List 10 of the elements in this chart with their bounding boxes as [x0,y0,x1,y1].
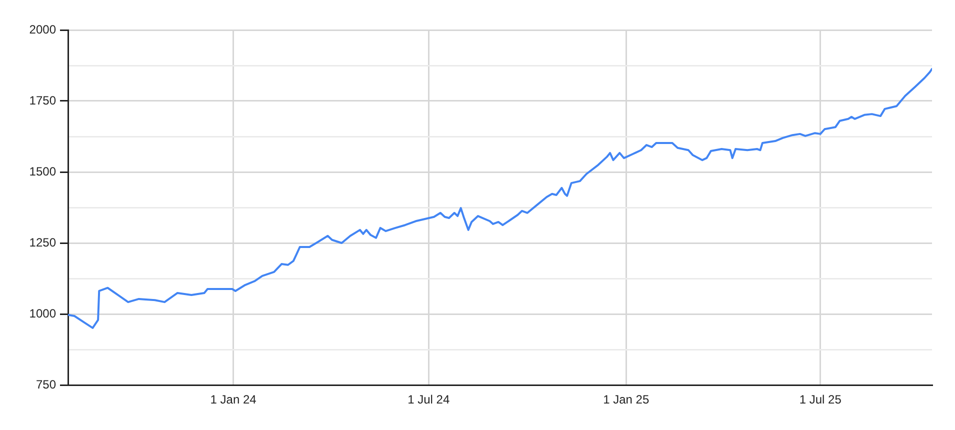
y-tick-label: 1250 [29,235,56,250]
y-tick-label: 2000 [29,22,56,36]
x-tick-label: 1 Jul 24 [408,392,450,407]
x-tick-label: 1 Jan 25 [603,392,650,407]
x-tick-label: 1 Jan 24 [210,392,257,407]
y-tick-label: 1000 [29,306,56,320]
y-tick-label: 1750 [29,93,56,108]
x-tick-label: 1 Jul 25 [799,392,842,407]
y-tick-label: 1500 [29,164,56,178]
y-tick-label: 750 [36,377,56,392]
